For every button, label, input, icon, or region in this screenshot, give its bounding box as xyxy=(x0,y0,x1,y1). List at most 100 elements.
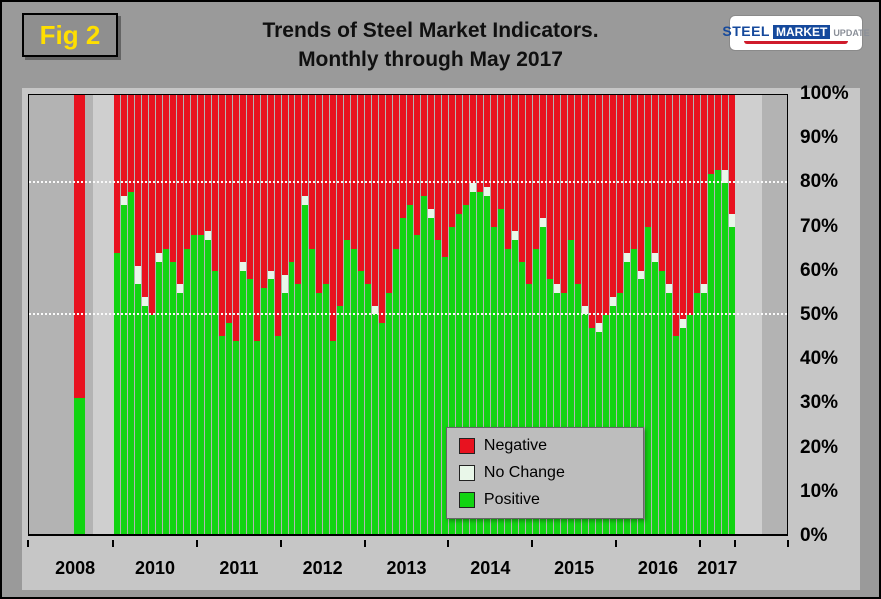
x-axis-tick xyxy=(447,540,450,547)
y-axis-label-60: 60% xyxy=(800,259,839,281)
bar-2016-11 xyxy=(686,95,693,534)
segment-no-change xyxy=(609,296,616,306)
segment-negative xyxy=(183,95,190,249)
segment-positive xyxy=(567,239,574,534)
segment-no-change xyxy=(155,253,162,262)
bar-2015-02 xyxy=(539,95,546,534)
segment-negative xyxy=(498,95,505,210)
x-axis-tick xyxy=(195,540,198,547)
bar-2017-04 xyxy=(721,95,728,534)
bar-2015-05 xyxy=(560,95,567,534)
segment-negative xyxy=(616,95,623,293)
bar-2011-04 xyxy=(218,95,225,534)
segment-negative xyxy=(246,95,253,280)
bar-2017-02 xyxy=(707,95,714,534)
monthly-bars-region xyxy=(113,95,735,534)
segment-positive xyxy=(686,314,693,534)
bar-2011-10 xyxy=(260,95,267,534)
segment-positive xyxy=(330,340,337,534)
x-axis-tick xyxy=(112,540,115,547)
legend-label: No Change xyxy=(483,463,565,481)
bar-2014-06 xyxy=(484,95,491,534)
segment-positive xyxy=(379,323,386,534)
segment-negative xyxy=(644,95,651,227)
x-axis-tick xyxy=(279,540,282,547)
bar-2015-04 xyxy=(553,95,560,534)
segment-negative xyxy=(623,95,630,254)
segment-negative xyxy=(148,95,155,315)
segment-negative xyxy=(435,95,442,240)
segment-negative xyxy=(491,95,498,227)
logo-update-text: UPDATE xyxy=(833,27,870,38)
segment-positive xyxy=(658,270,665,534)
segment-positive xyxy=(498,209,505,534)
legend-swatch xyxy=(458,491,475,508)
segment-positive xyxy=(644,226,651,534)
bar-2013-09 xyxy=(421,95,428,534)
bar-2015-08 xyxy=(581,95,588,534)
figure-number-label: Fig 2 xyxy=(39,19,101,50)
segment-negative xyxy=(274,95,281,337)
segment-negative xyxy=(316,95,323,293)
segment-negative xyxy=(393,95,400,249)
segment-negative xyxy=(169,95,176,262)
segment-positive xyxy=(225,323,232,534)
segment-positive xyxy=(421,195,428,534)
segment-no-change xyxy=(595,323,602,333)
segment-positive xyxy=(532,248,539,534)
bar-2008 xyxy=(73,95,85,534)
segment-negative xyxy=(197,95,204,236)
segment-positive xyxy=(162,248,169,534)
legend-label: Negative xyxy=(483,436,548,454)
y-axis-label-10: 10% xyxy=(800,480,839,502)
x-axis: 2008 2010 2011 2012 2013 2014 2015 2016 2017 xyxy=(22,540,860,588)
segment-negative xyxy=(239,95,246,262)
bar-2012-01 xyxy=(281,95,288,534)
x-axis-label-2016: 2016 xyxy=(637,558,678,578)
bar-2014-10 xyxy=(512,95,518,534)
segment-no-change xyxy=(539,217,546,227)
segment-positive xyxy=(609,305,616,534)
segment-negative xyxy=(295,95,302,284)
segment-negative xyxy=(581,95,588,306)
segment-positive xyxy=(470,191,477,534)
segment-negative xyxy=(323,95,330,284)
segment-negative xyxy=(609,95,616,297)
segment-positive xyxy=(616,292,623,534)
segment-negative xyxy=(728,95,735,214)
bar-2016-03 xyxy=(630,95,637,534)
x-axis-tick xyxy=(531,540,534,547)
segment-negative xyxy=(379,95,386,324)
bar-2015-11 xyxy=(602,95,609,534)
segment-no-change xyxy=(581,305,588,315)
segment-no-change xyxy=(728,213,735,227)
segment-positive xyxy=(525,283,532,534)
bar-2012-03 xyxy=(295,95,302,534)
segment-no-change xyxy=(239,261,246,271)
legend-items: Negative No Change Positive xyxy=(458,436,631,509)
segment-negative xyxy=(176,95,183,284)
segment-positive xyxy=(546,279,553,534)
segment-no-change xyxy=(428,209,435,218)
segment-positive xyxy=(323,283,330,534)
segment-negative xyxy=(414,95,421,236)
segment-positive xyxy=(141,305,148,534)
bar-2012-10 xyxy=(344,95,351,534)
y-axis-label-30: 30% xyxy=(800,392,839,414)
segment-positive xyxy=(351,248,358,534)
bar-2014-01 xyxy=(449,95,456,534)
segment-negative xyxy=(456,95,463,214)
segment-no-change xyxy=(637,270,644,280)
bar-2011-09 xyxy=(253,95,260,534)
segment-negative xyxy=(330,95,337,341)
chart-title: Trends of Steel Market Indicators. Month… xyxy=(150,16,711,75)
bar-2016-02 xyxy=(623,95,630,534)
segment-positive xyxy=(169,261,176,534)
segment-negative xyxy=(595,95,602,324)
segment-negative xyxy=(539,95,546,218)
bar-2011-01 xyxy=(197,95,204,534)
legend-item-no-change: No Change xyxy=(458,463,631,482)
segment-positive xyxy=(463,204,470,534)
steel-market-update-logo: STEEL MARKET UPDATE xyxy=(722,15,870,51)
